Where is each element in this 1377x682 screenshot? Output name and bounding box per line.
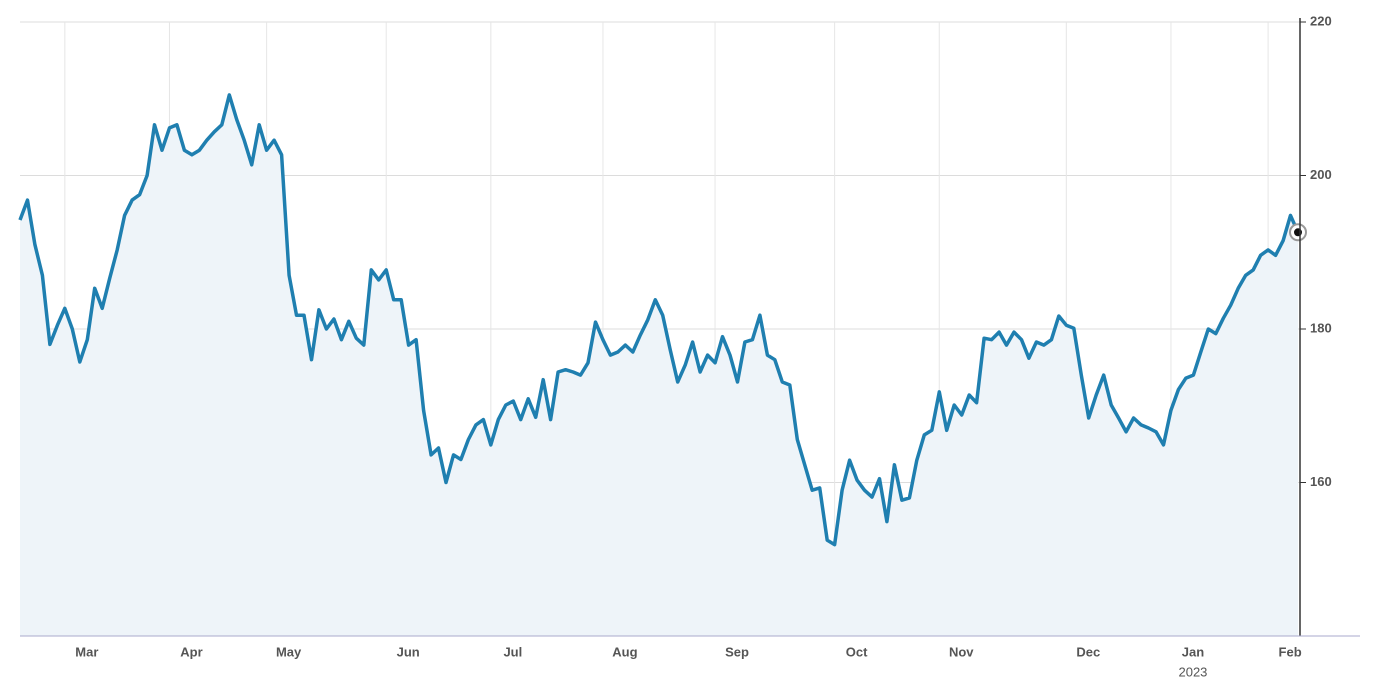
x-tick-label: Sep (725, 644, 749, 659)
last-point (1294, 228, 1302, 237)
x-tick-label: Aug (612, 644, 637, 659)
x-tick-label: Jul (503, 644, 522, 659)
y-tick-label: 160 (1310, 474, 1332, 489)
x-tick-label: Mar (75, 644, 98, 659)
x-tick-label: Nov (949, 644, 974, 659)
x-tick-label: May (276, 644, 302, 659)
y-tick-label: 200 (1310, 167, 1332, 182)
y-tick-label: 180 (1310, 320, 1332, 335)
x-tick-label: Jun (397, 644, 420, 659)
year-label: 2023 (1178, 664, 1207, 679)
x-tick-label: Jan (1182, 644, 1204, 659)
price-line (18, 93, 1300, 547)
y-tick-label: 220 (1310, 13, 1332, 28)
area (20, 94, 1298, 636)
x-tick-label: Feb (1279, 644, 1302, 659)
x-tick-label: Apr (180, 644, 202, 659)
x-tick-label: Dec (1076, 644, 1100, 659)
x-tick-label: Oct (846, 644, 868, 659)
